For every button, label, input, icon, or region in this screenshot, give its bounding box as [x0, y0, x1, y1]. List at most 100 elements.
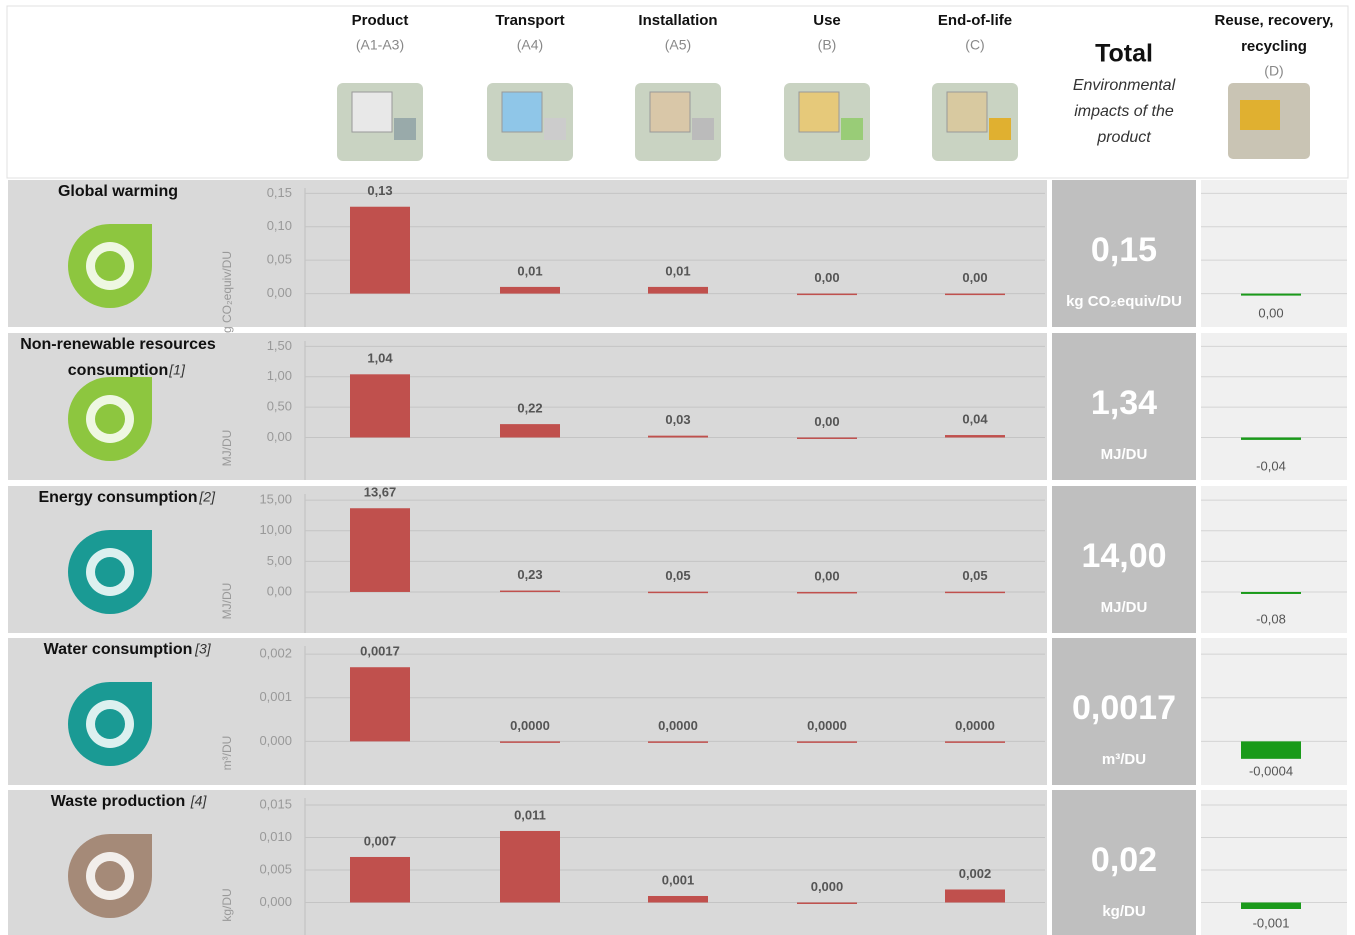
stage-illustration [784, 83, 870, 161]
illustration-building [352, 92, 392, 132]
stage-name: Product [352, 12, 409, 29]
illustration-building [650, 92, 690, 132]
stage-name: Transport [495, 12, 564, 29]
row-title: Water consumption [44, 641, 193, 658]
bar [500, 424, 560, 437]
bar [500, 591, 560, 593]
y-tick-label: 0,015 [259, 796, 292, 811]
y-tick-label: 10,00 [259, 522, 292, 537]
illustration-detail [394, 118, 416, 140]
row-title: Energy consumption [38, 489, 197, 506]
total-value: 0,15 [1091, 231, 1157, 269]
y-tick-label: 0,00 [267, 583, 292, 598]
d-value-label: -0,04 [1256, 458, 1286, 473]
value-label: 0,0000 [955, 718, 995, 733]
value-label: 0,0000 [807, 718, 847, 733]
value-label: 0,00 [814, 414, 839, 429]
bar [350, 508, 410, 592]
row-title: Global warming [58, 183, 178, 200]
value-label: 0,00 [814, 270, 839, 285]
total-title: Total [1095, 40, 1153, 68]
row-icon-core [95, 404, 125, 434]
illustration-detail [544, 118, 566, 140]
illustration-detail [692, 118, 714, 140]
value-label: 0,002 [959, 866, 992, 881]
stage-code: (B) [818, 37, 837, 53]
panel-background [8, 180, 1047, 327]
bar [797, 437, 857, 439]
total-value: 0,02 [1091, 841, 1157, 879]
y-tick-label: 0,00 [267, 285, 292, 300]
stage-illustration [635, 83, 721, 161]
bar [797, 592, 857, 594]
d-illustration-detail [1240, 100, 1280, 130]
stage-illustration [337, 83, 423, 161]
page: Product(A1-A3)Transport(A4)Installation(… [0, 0, 1355, 935]
bar [945, 294, 1005, 296]
total-value: 0,0017 [1072, 689, 1176, 727]
total-unit: kg/DU [1102, 903, 1145, 920]
row-icon-core [95, 709, 125, 739]
value-label: 0,00 [814, 568, 839, 583]
stage-illustration [932, 83, 1018, 161]
value-label: 0,001 [662, 872, 695, 887]
bar [500, 741, 560, 743]
y-tick-label: 0,000 [259, 894, 292, 909]
panel-background [8, 486, 1047, 633]
d-background [1201, 790, 1347, 935]
row-icon-core [95, 861, 125, 891]
bar [648, 436, 708, 438]
y-tick-label: 1,50 [267, 338, 292, 353]
y-tick-label: 0,50 [267, 399, 292, 414]
row-note: [2] [198, 489, 216, 505]
row-icon-core [95, 251, 125, 281]
y-tick-label: 0,001 [259, 689, 292, 704]
value-label: 0,01 [665, 263, 690, 278]
stage-illustration [487, 83, 573, 161]
bar [500, 287, 560, 294]
value-label: 0,23 [517, 567, 542, 582]
value-label: 0,0000 [658, 718, 698, 733]
y-tick-label: 0,00 [267, 429, 292, 444]
value-label: 0,0017 [360, 644, 400, 659]
value-label: 0,00 [962, 270, 987, 285]
d-bar [1241, 437, 1301, 439]
total-value: 14,00 [1081, 537, 1166, 575]
value-label: 0,05 [962, 568, 987, 583]
bar [648, 896, 708, 903]
total-unit: m³/DU [1102, 751, 1146, 768]
row-title: Waste production [51, 793, 186, 810]
illustration-building [947, 92, 987, 132]
bar [945, 592, 1005, 594]
illustration-detail [841, 118, 863, 140]
bar [797, 902, 857, 904]
d-value-label: 0,00 [1258, 305, 1283, 320]
value-label: 0,0000 [510, 718, 550, 733]
illustration-building [502, 92, 542, 132]
bar [350, 667, 410, 741]
y-tick-label: 5,00 [267, 553, 292, 568]
stage-name: End-of-life [938, 12, 1012, 29]
bar [945, 889, 1005, 902]
value-label: 0,011 [514, 807, 546, 822]
total-unit: MJ/DU [1101, 599, 1148, 616]
y-axis-label: kg CO₂equiv/DU [220, 251, 234, 339]
bar [648, 592, 708, 594]
value-label: 0,000 [811, 879, 844, 894]
row-icon-core [95, 557, 125, 587]
row-note: [3] [194, 641, 212, 657]
value-label: 0,22 [517, 401, 542, 416]
infographic: Product(A1-A3)Transport(A4)Installation(… [0, 0, 1355, 935]
y-tick-label: 0,05 [267, 252, 292, 267]
bar [648, 287, 708, 294]
bar [648, 741, 708, 743]
illustration-detail [989, 118, 1011, 140]
total-unit: MJ/DU [1101, 446, 1148, 463]
value-label: 1,04 [367, 351, 393, 366]
bar [797, 294, 857, 296]
total-value: 1,34 [1091, 384, 1157, 422]
value-label: 13,67 [364, 485, 397, 500]
y-axis-label: kg/DU [220, 888, 234, 921]
stage-code: (A4) [517, 37, 543, 53]
stage-code: (A5) [665, 37, 691, 53]
